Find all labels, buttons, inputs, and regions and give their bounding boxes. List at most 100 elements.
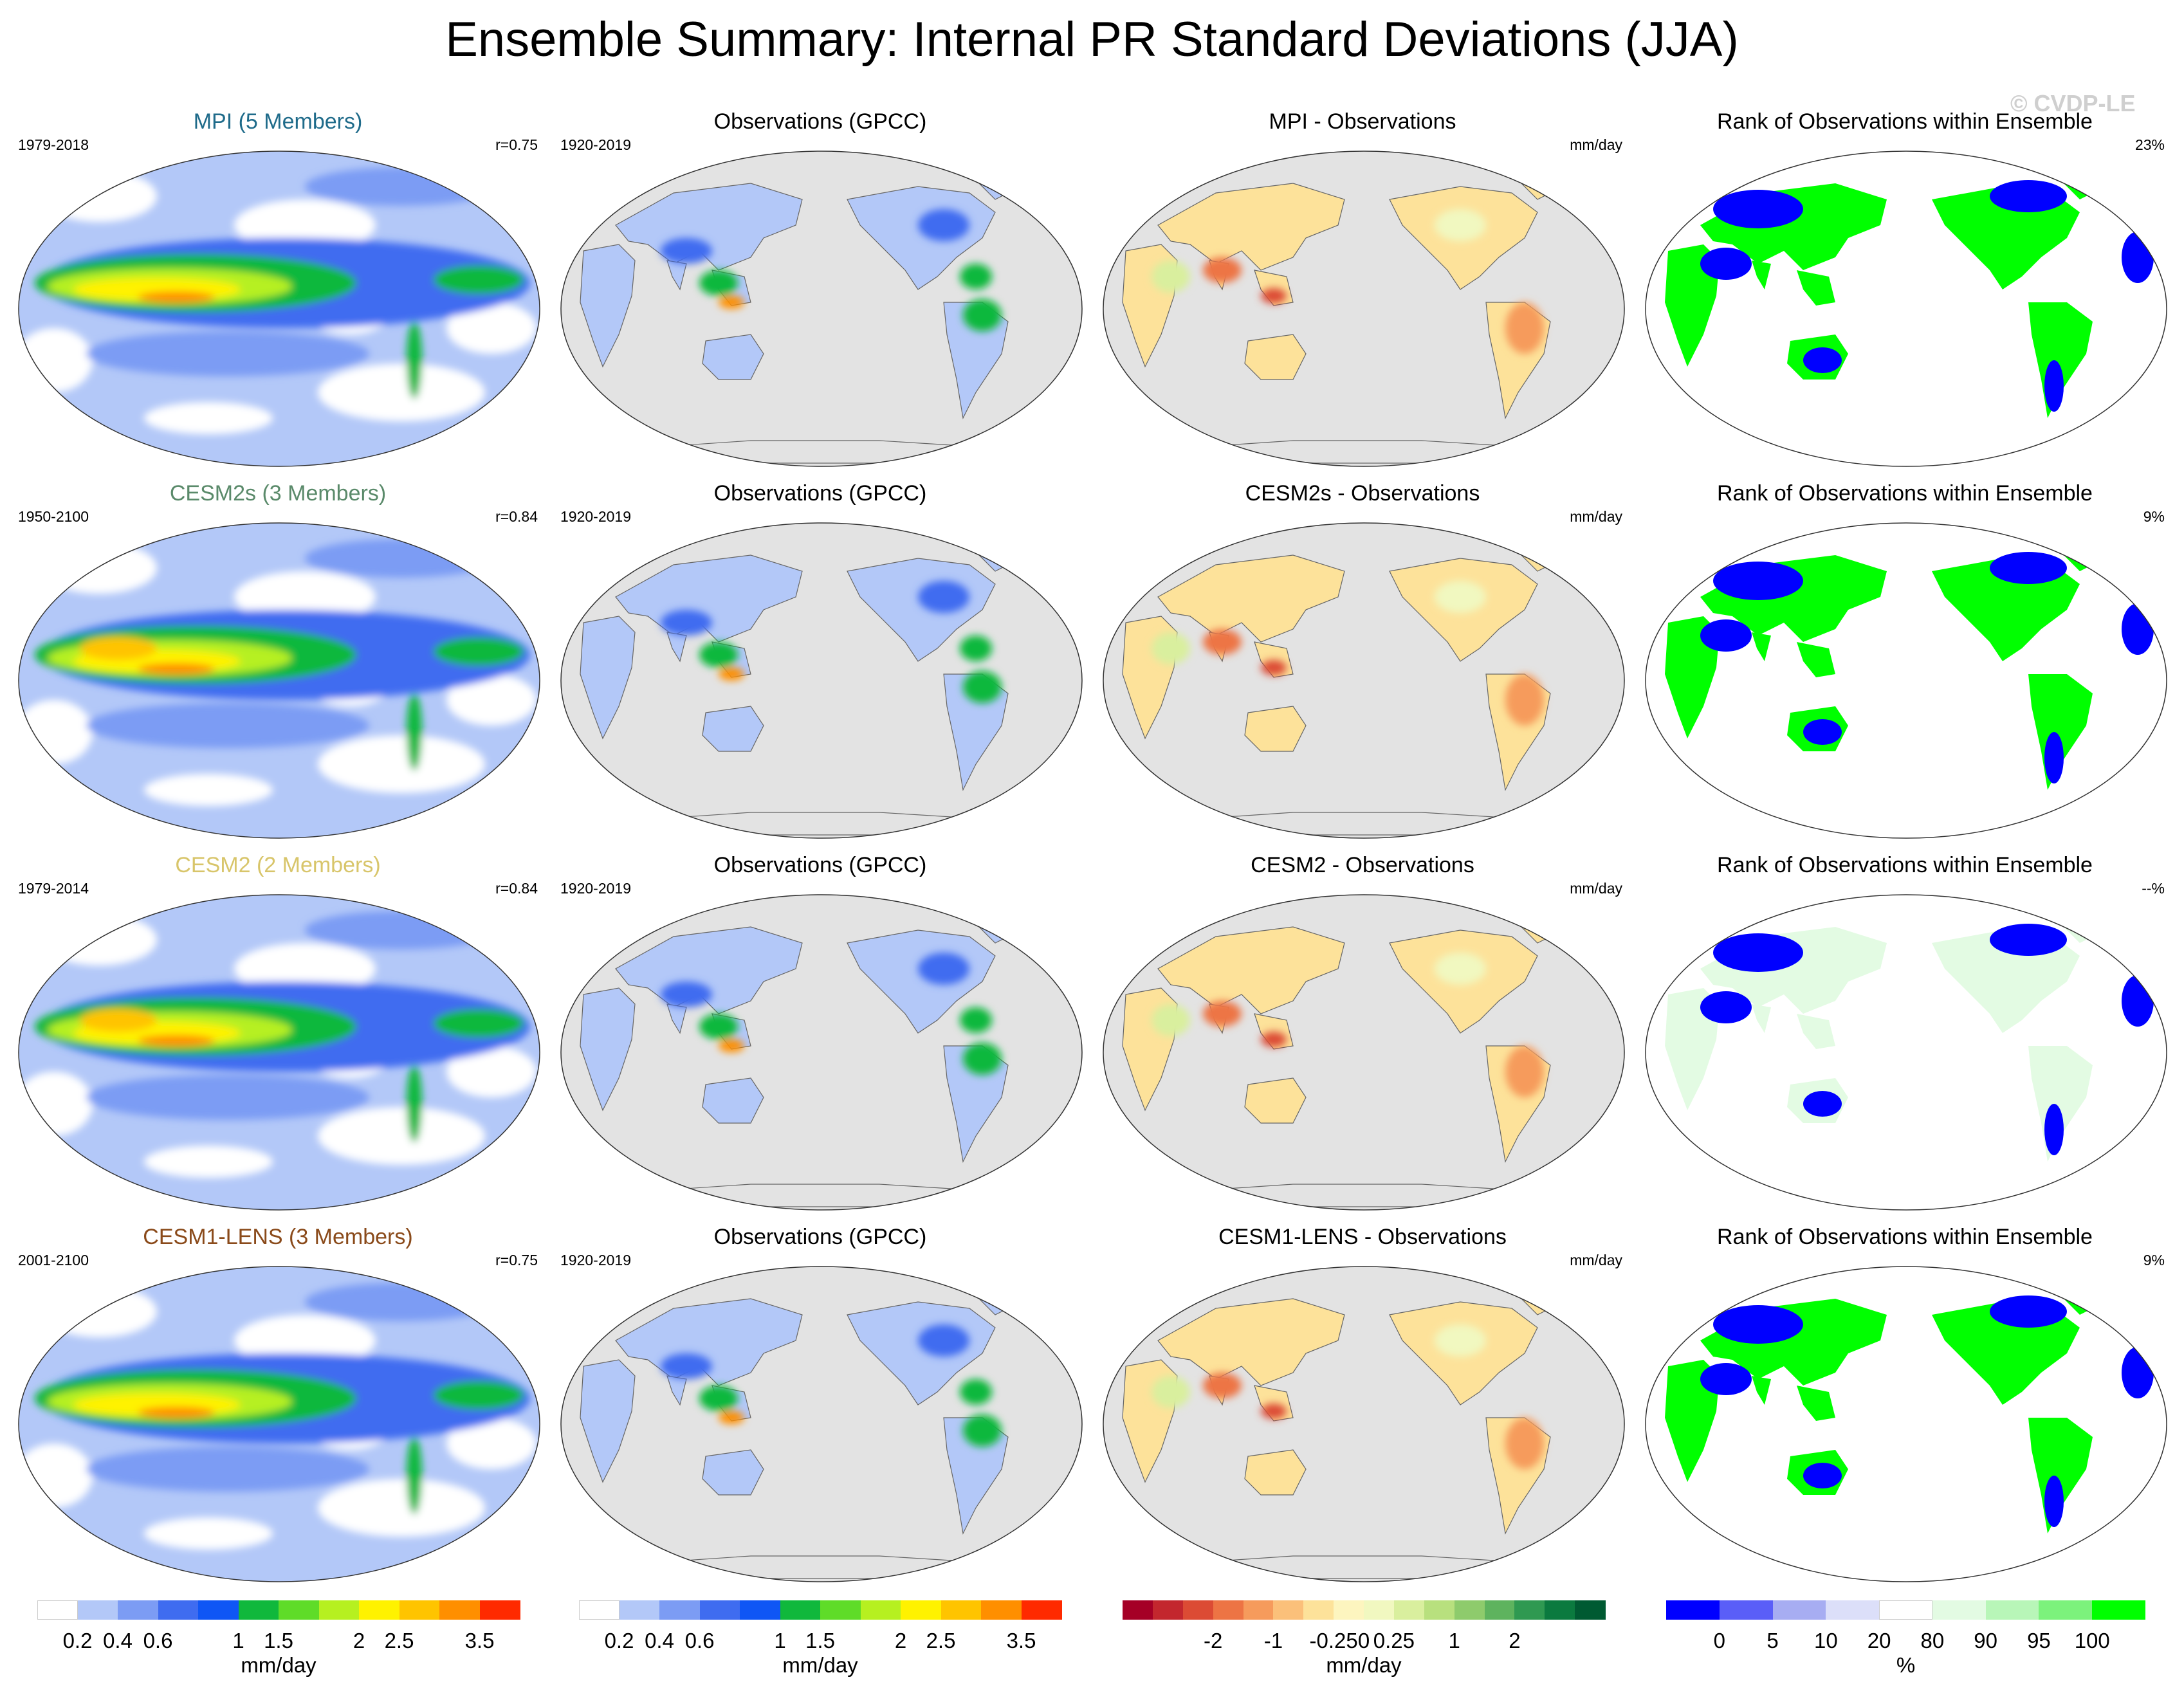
colorbar-swatch: [1484, 1600, 1515, 1620]
model-world-map: [18, 151, 540, 467]
colorbar-swatch: [1021, 1600, 1062, 1620]
colorbar-swatch: [860, 1600, 901, 1620]
colorbar-swatch: [1393, 1600, 1425, 1620]
map-panel-rank-row3: Rank of Observations within Ensemble --%: [1635, 846, 2175, 1220]
map-panel-rank-row2: Rank of Observations within Ensemble 9%: [1635, 475, 2175, 848]
model-panel-title: MPI (5 Members): [193, 109, 363, 134]
colorbar-swatch: [1152, 1600, 1184, 1620]
colorbar-units-label: mm/day: [782, 1653, 858, 1677]
colorbar-tick-label: 3.5: [1006, 1629, 1036, 1652]
colorbar-swatch: [659, 1600, 700, 1620]
colorbar-swatch: [1123, 1600, 1153, 1620]
map-panel-rank-row1: Rank of Observations within Ensemble 23%: [1635, 103, 2175, 476]
colorbar-units-label: %: [1896, 1653, 1916, 1677]
colorbar-tick-label: 0.4: [103, 1629, 133, 1652]
obs-panel-title: Observations (GPCC): [713, 481, 927, 506]
colorbar-swatch: [1985, 1600, 2039, 1620]
rank-world-map: [1645, 522, 2167, 839]
colorbar-tick-label: -0.25: [1309, 1629, 1358, 1652]
map-panel-obs-row3: Observations (GPCC) 1920-2019: [550, 846, 1090, 1220]
model-panel-title: CESM2 (2 Members): [175, 853, 381, 877]
period-label: 1920-2019: [560, 136, 631, 153]
figure-title: Ensemble Summary: Internal PR Standard D…: [445, 12, 1739, 67]
rank-panel-title: Rank of Observations within Ensemble: [1717, 109, 2093, 134]
colorbar-swatch: [901, 1600, 941, 1620]
colorbar-units-label: mm/day: [241, 1653, 317, 1677]
colorbar-tick-label: 0.6: [684, 1629, 715, 1652]
colorbar-tick-label: 10: [1813, 1629, 1838, 1652]
units-label: mm/day: [1570, 1252, 1622, 1268]
units-label: mm/day: [1570, 880, 1622, 897]
colorbar-swatch: [1666, 1600, 1720, 1620]
obs-world-map: [560, 522, 1083, 839]
colorbar-swatch: [2092, 1600, 2146, 1620]
colorbar-swatch: [318, 1600, 360, 1620]
colorbar-tick-label: -2: [1203, 1629, 1223, 1652]
map-panel-diff-row4: CESM1-LENS - Observations mm/day: [1092, 1218, 1633, 1591]
colorbar-tick-label: 2: [353, 1629, 365, 1652]
colorbar-swatch: [198, 1600, 239, 1620]
colorbar-swatch: [1545, 1600, 1575, 1620]
colorbar-tick-label: 0: [1713, 1629, 1725, 1652]
map-panel-rank-row4: Rank of Observations within Ensemble 9%: [1635, 1218, 2175, 1591]
colorbar-swatch: [118, 1600, 158, 1620]
colorbar-tick-label: 0.6: [143, 1629, 173, 1652]
colorbar-swatch: [158, 1600, 199, 1620]
colorbar-units-label: mm/day: [1326, 1653, 1402, 1677]
colorbar-swatch: [359, 1600, 399, 1620]
diff-world-map: [1103, 522, 1625, 839]
colorbar-tick-label: 5: [1766, 1629, 1779, 1652]
map-panel-diff-row1: MPI - Observations mm/day: [1092, 103, 1633, 476]
colorbar-swatch: [77, 1600, 118, 1620]
map-panel-model-row3: CESM2 (2 Members) 1979-2014 r=0.84: [8, 846, 548, 1220]
period-label: 2001-2100: [18, 1252, 89, 1268]
colorbar-tick-label: 95: [2027, 1629, 2051, 1652]
colorbar-swatch: [619, 1600, 660, 1620]
period-label: 1979-2018: [18, 136, 89, 153]
model-panel-title: CESM1-LENS (3 Members): [143, 1225, 413, 1249]
pattern-correlation-label: r=0.84: [495, 508, 538, 525]
rank-percent-label: --%: [2142, 880, 2165, 897]
map-panel-obs-row4: Observations (GPCC) 1920-2019: [550, 1218, 1090, 1591]
colorbar-swatch: [1243, 1600, 1274, 1620]
colorbar-swatch: [1772, 1600, 1826, 1620]
colorbar-tick-label: -1: [1263, 1629, 1283, 1652]
pattern-correlation-label: r=0.75: [495, 136, 538, 153]
colorbar-tick-label: 80: [1920, 1629, 1945, 1652]
rank-percent-label: 23%: [2134, 136, 2165, 153]
colorbar-tick-label: 20: [1867, 1629, 1891, 1652]
colorbar-swatch: [941, 1600, 982, 1620]
model-world-map: [18, 894, 540, 1211]
colorbar-swatch: [1514, 1600, 1545, 1620]
colorbar-swatch: [820, 1600, 861, 1620]
colorbar-tick-label: 100: [2074, 1629, 2110, 1652]
map-panel-diff-row2: CESM2s - Observations mm/day: [1092, 475, 1633, 848]
obs-std-colorbar: 0.2 0.4 0.6 1 1.5 2 2.5 3.5 mm/day: [579, 1600, 1062, 1684]
rank-world-map: [1645, 894, 2167, 1211]
colorbar-swatch: [238, 1600, 279, 1620]
colorbar-swatch: [1364, 1600, 1395, 1620]
colorbar-swatch: [399, 1600, 440, 1620]
obs-panel-title: Observations (GPCC): [713, 1225, 927, 1249]
colorbar-swatch: [699, 1600, 740, 1620]
map-panel-diff-row3: CESM2 - Observations mm/day: [1092, 846, 1633, 1220]
map-panel-obs-row1: Observations (GPCC) 1920-2019: [550, 103, 1090, 476]
watermark: © CVDP-LE: [2010, 90, 2136, 116]
model-world-map: [18, 1266, 540, 1582]
period-label: 1920-2019: [560, 508, 631, 525]
colorbar-tick-label: 1: [774, 1629, 786, 1652]
colorbar-tick-label: 0: [1357, 1629, 1370, 1652]
colorbar-tick-label: 2: [1509, 1629, 1521, 1652]
colorbar-swatch: [740, 1600, 780, 1620]
period-label: 1920-2019: [560, 1252, 631, 1268]
colorbar-swatch: [1424, 1600, 1455, 1620]
colorbar-tick-label: 1.5: [264, 1629, 293, 1652]
colorbar-swatch: [279, 1600, 319, 1620]
colorbar-tick-label: 0.25: [1373, 1629, 1415, 1652]
period-label: 1979-2014: [18, 880, 89, 897]
colorbar-swatch: [479, 1600, 520, 1620]
rank-colorbar: 0 5 10 20 80 90 95 100%: [1666, 1600, 2146, 1684]
period-label: 1950-2100: [18, 508, 89, 525]
colorbar-tick-label: 90: [1974, 1629, 1998, 1652]
colorbar-swatch: [1879, 1600, 1933, 1620]
